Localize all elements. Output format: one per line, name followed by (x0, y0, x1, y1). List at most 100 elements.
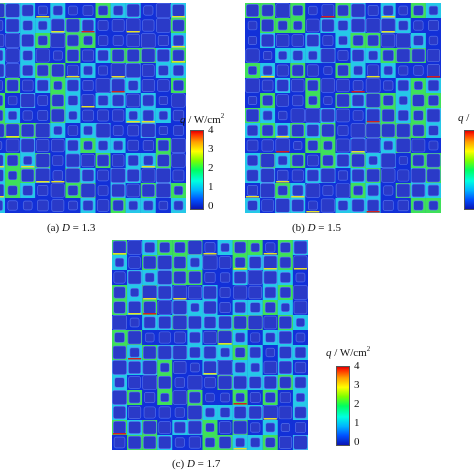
tile (174, 241, 186, 254)
tile (352, 35, 364, 46)
tile (381, 123, 396, 138)
tile (320, 48, 336, 63)
tile (368, 50, 378, 61)
tile (50, 183, 65, 198)
tile (112, 360, 127, 375)
tile (126, 33, 140, 48)
tile (351, 3, 366, 18)
tile (279, 391, 291, 404)
tile (156, 49, 170, 62)
tile (68, 5, 78, 16)
tile (381, 33, 396, 48)
tile (262, 95, 273, 106)
tile (155, 183, 171, 198)
tile (127, 330, 142, 345)
tile (21, 4, 34, 17)
tile (51, 138, 65, 153)
tile (158, 65, 169, 76)
tile (0, 80, 3, 91)
tile (173, 200, 184, 211)
tile (172, 109, 185, 122)
tile (395, 33, 411, 48)
hot-edge (306, 211, 320, 213)
tile (141, 123, 156, 138)
tile (204, 437, 216, 448)
tile (22, 110, 33, 121)
tile (128, 200, 138, 211)
tile (383, 65, 393, 76)
tile (174, 407, 185, 418)
tile (233, 271, 247, 284)
tile (276, 64, 289, 77)
tile (157, 345, 172, 360)
tile (129, 317, 140, 328)
tile (0, 123, 5, 138)
tile (144, 242, 156, 253)
tile (125, 63, 141, 78)
tile (293, 141, 303, 150)
tile (263, 50, 273, 61)
tile (66, 153, 80, 168)
tile (112, 94, 125, 107)
hot-edge (291, 196, 305, 198)
tile (66, 79, 79, 92)
tile (113, 140, 124, 151)
hot-edge (263, 253, 277, 255)
tile (336, 78, 350, 93)
tile (291, 124, 305, 137)
tile (188, 420, 202, 435)
tile (260, 183, 276, 198)
tile (171, 138, 186, 153)
tile (427, 184, 440, 197)
tile (203, 330, 217, 345)
tile (5, 63, 20, 78)
tile (142, 64, 155, 77)
tile (172, 65, 184, 76)
tile (97, 95, 109, 106)
tile (97, 154, 110, 167)
tile (261, 139, 274, 152)
tile (307, 140, 319, 151)
tile (158, 435, 172, 450)
tile (291, 64, 304, 77)
tile (142, 420, 157, 435)
tile (83, 140, 93, 151)
tile (50, 33, 66, 48)
tile (411, 48, 426, 63)
tile (66, 18, 80, 33)
tile (202, 255, 218, 270)
tile (189, 346, 201, 359)
hot-edge (263, 268, 277, 270)
tile (261, 124, 274, 137)
tile (249, 392, 261, 403)
tile (113, 286, 126, 299)
tile (396, 183, 411, 198)
tile (383, 185, 394, 196)
tile (35, 153, 50, 168)
tile (126, 49, 140, 62)
tile (320, 78, 336, 93)
tile (336, 108, 350, 123)
tile (97, 169, 109, 182)
tile (112, 35, 124, 46)
tile (218, 375, 233, 390)
tile (306, 34, 320, 47)
tile (265, 437, 276, 448)
tile (233, 285, 248, 300)
tile (367, 5, 379, 16)
tile (157, 285, 172, 300)
tile (368, 155, 378, 166)
tile (157, 139, 170, 152)
tile (111, 154, 125, 167)
colorbar-c-tick: 3 (354, 379, 360, 391)
hot-edge (321, 16, 335, 18)
hot-edge (51, 181, 65, 183)
tile (351, 18, 366, 33)
hot-edge (366, 121, 380, 123)
tile (204, 242, 216, 253)
tile (280, 242, 291, 253)
tile (112, 240, 127, 255)
tile (157, 79, 170, 92)
tile (82, 109, 94, 122)
hot-edge (276, 136, 290, 138)
